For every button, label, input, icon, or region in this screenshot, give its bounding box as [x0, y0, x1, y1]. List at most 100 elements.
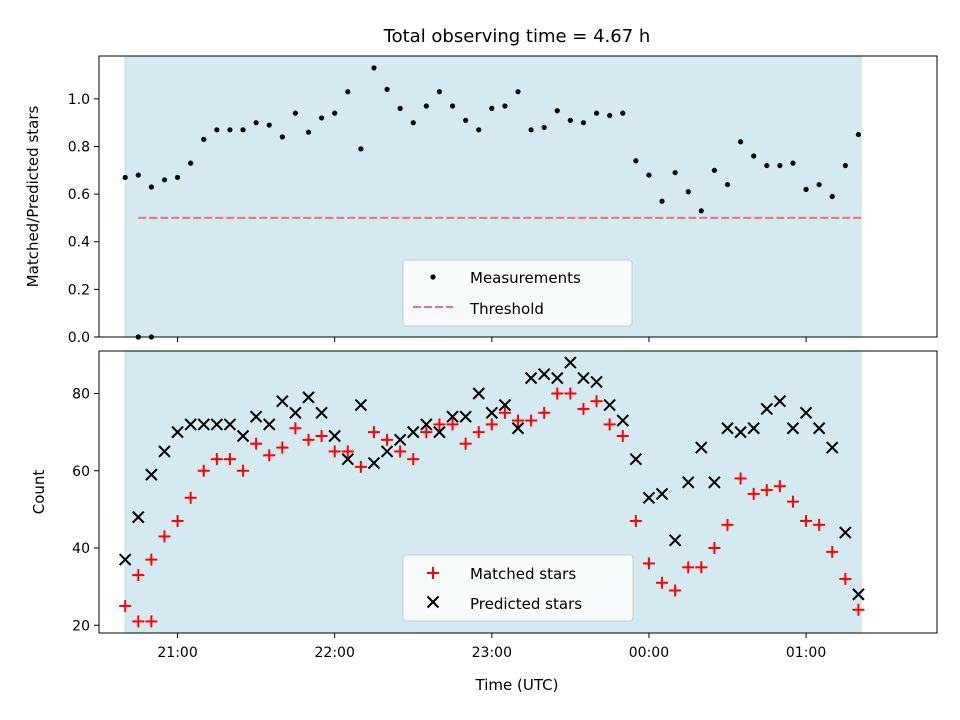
- legend-label-matched: Matched stars: [470, 565, 576, 583]
- predicted-star-point: [537, 367, 551, 381]
- measurement-point: [607, 112, 613, 119]
- predicted-star-point: [799, 406, 813, 420]
- matched-star-point: [171, 514, 184, 527]
- matched-star-point: [603, 418, 616, 431]
- measurement-point: [541, 124, 547, 131]
- predicted-star-point: [354, 398, 368, 412]
- y-tick-label: 0.6: [68, 187, 90, 203]
- matched-star-point: [485, 418, 498, 431]
- predicted-star-point: [171, 425, 184, 439]
- predicted-star-point: [852, 588, 865, 601]
- matched-star-point: [786, 495, 799, 508]
- predicted-star-point: [812, 422, 826, 435]
- measurement-point: [790, 160, 796, 166]
- measurement-point: [463, 117, 469, 123]
- matched-star-point: [184, 491, 197, 504]
- measurement-point: [345, 89, 351, 95]
- predicted-star-point: [407, 425, 420, 439]
- predicted-star-point: [236, 429, 250, 443]
- legend-box: [402, 554, 634, 622]
- matched-star-point: [669, 584, 682, 597]
- measurement-point: [803, 186, 809, 192]
- matched-stars-points: [119, 387, 865, 628]
- matched-star-point: [800, 514, 813, 527]
- predicted-star-point: [826, 441, 839, 454]
- matched-star-point: [407, 453, 420, 466]
- measurement-point: [489, 105, 495, 111]
- predicted-star-point: [118, 553, 132, 566]
- x-tick-label: 21:00: [157, 645, 197, 661]
- matched-star-point: [197, 464, 210, 477]
- measurement-point: [410, 120, 416, 126]
- predicted-star-point: [459, 410, 472, 423]
- legend-marker-matched: [427, 567, 439, 579]
- matched-star-point: [577, 402, 590, 415]
- predicted-star-point: [616, 414, 629, 427]
- matched-star-point: [826, 545, 839, 558]
- predicted-star-point: [145, 468, 158, 481]
- measurement-point: [188, 160, 194, 166]
- x-tick-label: 23:00: [472, 645, 512, 661]
- measurement-point: [646, 172, 652, 178]
- predicted-star-point: [302, 391, 315, 404]
- measurement-point: [161, 177, 168, 183]
- count-axes-frame: [98, 350, 938, 634]
- matched-star-point: [341, 445, 354, 458]
- matched-star-point: [734, 472, 747, 485]
- matched-star-point: [813, 518, 826, 531]
- matched-star-point: [289, 422, 302, 435]
- ratio-axes-frame: [98, 55, 938, 338]
- measurement-point: [777, 162, 783, 169]
- matched-star-point: [551, 387, 564, 400]
- measurement-point: [724, 181, 731, 188]
- matched-star-point: [420, 426, 433, 439]
- matched-star-point: [760, 484, 773, 497]
- matched-star-point: [852, 603, 865, 616]
- measurement-point: [397, 105, 403, 111]
- y-tick-label: 80: [72, 386, 90, 402]
- y-tick-label: 0.8: [68, 139, 90, 155]
- measurement-point: [384, 86, 390, 92]
- measurement-point: [279, 134, 285, 140]
- matched-star-point: [328, 445, 341, 458]
- matched-star-point: [682, 561, 695, 574]
- predicted-star-point: [132, 510, 145, 524]
- predicted-star-point: [747, 422, 760, 435]
- y-tick-label: 60: [72, 464, 90, 480]
- y-tick-label: 40: [72, 541, 90, 557]
- y-tick-label: 0.4: [68, 235, 90, 251]
- predicted-star-point: [197, 418, 210, 431]
- ratio-panel: 0.0 0.2 0.4 0.6 0.8 1.0 Total observing time …: [24, 26, 938, 346]
- predicted-star-point: [786, 422, 800, 435]
- matched-star-point: [132, 569, 145, 582]
- x-tick-label: 00:00: [629, 645, 669, 661]
- measurement-point: [515, 89, 521, 95]
- predicted-star-point: [485, 406, 499, 420]
- predicted-star-point: [629, 452, 643, 466]
- matched-star-point: [708, 542, 721, 555]
- predicted-star-point: [708, 476, 721, 489]
- measurement-point: [318, 115, 325, 121]
- measurement-point: [240, 127, 246, 133]
- matched-star-point: [747, 487, 760, 500]
- legend-marker-measurements: [430, 274, 436, 280]
- matched-star-point: [433, 418, 446, 431]
- matched-star-point: [695, 561, 708, 574]
- measurement-point: [122, 174, 128, 181]
- predicted-star-point: [472, 387, 485, 400]
- x-tick-label: 22:00: [315, 645, 355, 661]
- predicted-star-point: [315, 406, 328, 420]
- matched-star-point: [629, 514, 642, 527]
- ratio-legend: Measurements Threshold: [402, 259, 633, 327]
- matched-star-point: [564, 387, 577, 400]
- y-tick-label: 1.0: [68, 92, 90, 108]
- matched-star-point: [354, 460, 367, 473]
- measurement-point: [567, 117, 573, 123]
- predicted-star-point: [603, 398, 616, 412]
- measurement-point: [751, 153, 757, 159]
- predicted-star-point: [498, 398, 512, 412]
- predicted-star-point: [734, 425, 747, 439]
- ratio-x-ticks: [177, 337, 807, 342]
- predicted-star-point: [590, 375, 603, 389]
- predicted-star-point: [668, 534, 682, 547]
